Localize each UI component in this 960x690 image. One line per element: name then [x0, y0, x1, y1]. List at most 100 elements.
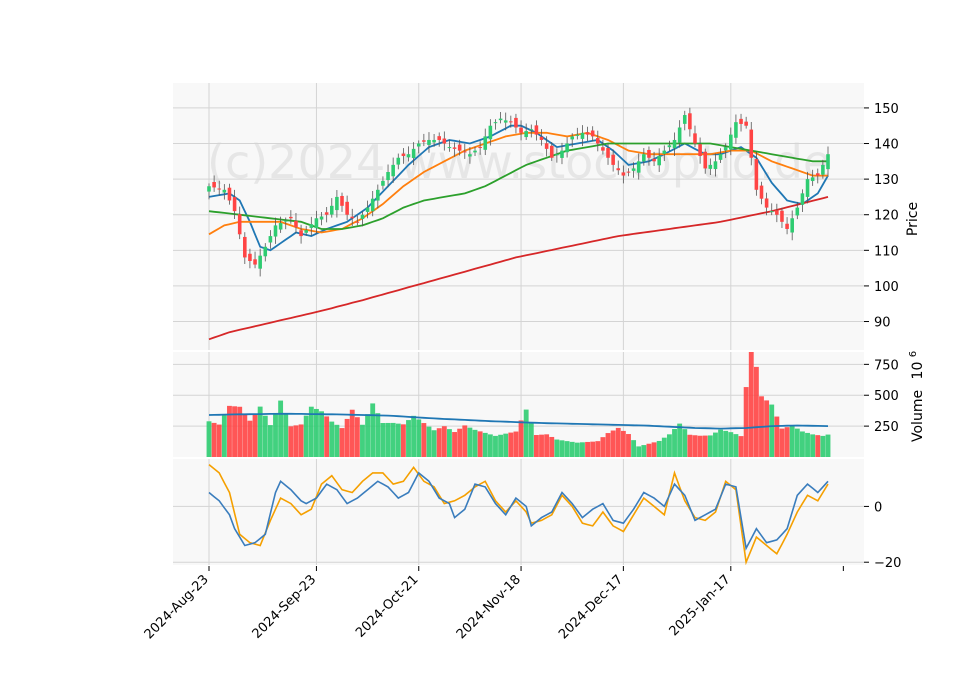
candle-body	[386, 172, 390, 181]
volume-bar	[252, 413, 258, 457]
candle-body	[299, 230, 303, 237]
candle-body	[268, 236, 273, 243]
x-tick-label: 2025-Jan-17	[667, 572, 734, 639]
candle-body	[248, 253, 252, 261]
volume-bar	[631, 440, 637, 457]
volume-bar	[784, 427, 790, 457]
volume-bar	[794, 428, 800, 457]
candle-body	[611, 154, 615, 165]
candle-body	[232, 197, 237, 212]
volume-bar	[646, 443, 652, 457]
candle-body	[815, 173, 820, 176]
moving-average-line	[208, 124, 829, 252]
candle-body	[744, 121, 748, 126]
candle-body	[524, 131, 528, 138]
volume-bar	[559, 440, 565, 457]
volume-bar	[498, 434, 504, 457]
volume-bar	[585, 441, 590, 457]
volume-bar	[354, 417, 360, 457]
volume-bar	[626, 434, 631, 457]
price-axis-label: Price	[905, 202, 921, 236]
candle-body	[309, 224, 314, 228]
candle-body	[314, 218, 319, 229]
candle-body	[754, 159, 759, 190]
volume-bar	[441, 426, 447, 457]
candle-body	[396, 157, 401, 165]
candle-body	[759, 185, 764, 199]
candle-body	[606, 148, 610, 158]
candle-body	[631, 168, 636, 171]
volume-bar	[718, 429, 724, 457]
candle-body	[304, 230, 308, 233]
volume-bar	[349, 409, 355, 457]
candle-body	[381, 180, 385, 186]
candle-body	[642, 154, 646, 162]
candle-body	[688, 113, 692, 130]
volume-bar	[544, 434, 550, 457]
volume-bar	[472, 429, 478, 457]
volume-bar	[682, 429, 688, 457]
candle-body	[519, 127, 523, 133]
candle-body	[416, 143, 421, 147]
candle-body	[468, 154, 472, 157]
oscillator-tick-label: −20	[874, 556, 901, 571]
volume-bar	[590, 441, 596, 457]
volume-bar	[375, 413, 381, 457]
volume-bar	[211, 422, 217, 457]
candle-body	[498, 118, 503, 121]
candle-body	[493, 122, 498, 124]
candle-body	[473, 150, 477, 153]
moving-average-line	[208, 196, 829, 341]
candle-body	[427, 139, 431, 145]
volume-bar	[431, 430, 437, 457]
volume-tick-label: 750	[874, 358, 899, 373]
volume-bar	[615, 427, 621, 457]
candle-body	[662, 150, 667, 154]
price-panel-background	[173, 83, 864, 350]
candle-body	[805, 179, 810, 197]
volume-bar	[390, 422, 396, 457]
candle-body	[258, 255, 262, 269]
candle-body	[283, 220, 288, 222]
candle-body	[422, 140, 426, 142]
candle-body	[376, 189, 380, 201]
volume-ma-line	[208, 412, 829, 430]
volume-bar	[779, 428, 785, 457]
price-grid	[173, 83, 864, 350]
candle-body	[319, 216, 324, 220]
oscillator-line	[208, 463, 829, 566]
candle-body	[289, 216, 293, 219]
candle-body	[544, 143, 549, 149]
candle-body	[370, 198, 375, 212]
candle-body	[616, 168, 621, 171]
candle-body	[514, 117, 518, 128]
candle-body	[253, 259, 257, 265]
volume-bar	[805, 432, 810, 457]
volume-bar	[666, 434, 672, 457]
candle-body	[437, 136, 441, 140]
volume-bar	[267, 425, 273, 457]
volume-tick-label: 250	[874, 420, 899, 435]
candle-body	[652, 158, 656, 162]
candle-body	[329, 205, 334, 215]
volume-bar	[697, 435, 703, 457]
candle-body	[718, 154, 723, 160]
x-tick-label: 2024-Dec-17	[556, 572, 626, 642]
volume-bar	[656, 440, 662, 457]
candle-body	[212, 182, 216, 188]
candle-body	[529, 129, 534, 131]
candle-body	[207, 186, 211, 192]
price-y-ticks: 90 100 110 120 130 140 150	[864, 102, 899, 331]
volume-bar	[493, 435, 498, 457]
candle-body	[350, 216, 355, 219]
volume-bar	[713, 432, 718, 457]
volume-bar	[329, 421, 335, 457]
volume-bar	[406, 420, 411, 457]
volume-axis-label: Volume 10 6	[908, 351, 926, 442]
candle-body	[749, 129, 754, 158]
candle-body	[764, 198, 769, 208]
candle-body	[826, 154, 830, 170]
volume-bar	[339, 428, 345, 457]
volume-bar	[810, 434, 816, 457]
